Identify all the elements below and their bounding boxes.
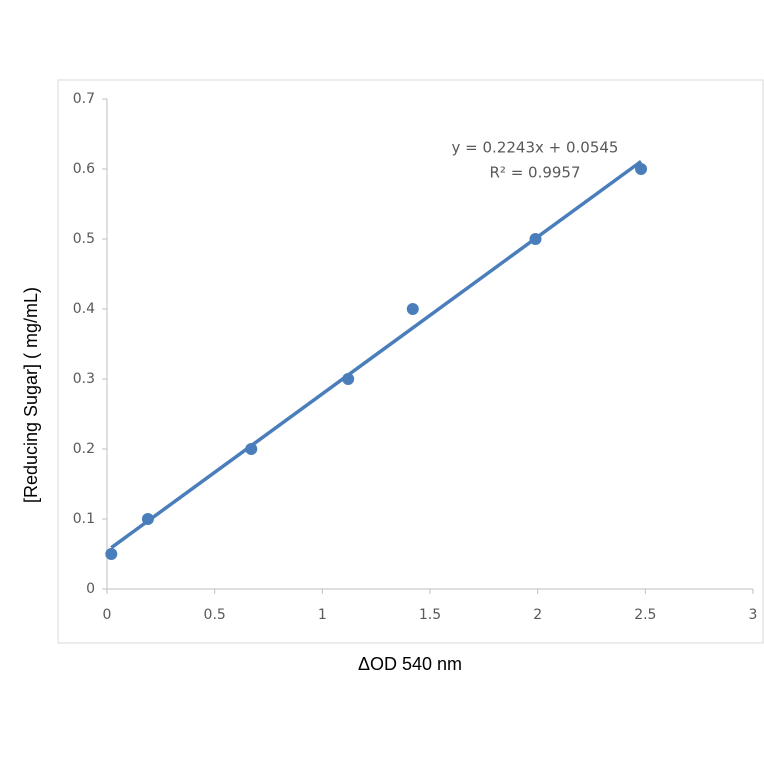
y-tick-label: 0.4 <box>73 301 95 317</box>
chart-area <box>57 79 764 644</box>
x-tick-label: 0 <box>103 607 112 623</box>
x-tick-label: 2.5 <box>634 607 656 623</box>
y-tick-label: 0.6 <box>73 161 95 177</box>
r-squared: R² = 0.9957 <box>489 164 580 182</box>
point <box>141 513 154 525</box>
y-tick-label: 0 <box>86 581 95 597</box>
point <box>529 233 542 245</box>
trendline <box>110 160 643 550</box>
point <box>635 163 648 175</box>
y-tick-label: 0.2 <box>73 441 95 457</box>
x-axis-title: ΔOD 540 nm <box>358 654 462 674</box>
x-tick-label: 3 <box>749 607 758 623</box>
x-tick-label: 1.5 <box>419 607 441 623</box>
point <box>406 303 419 315</box>
y-tick-label: 0.3 <box>73 371 95 387</box>
y-axis-title: [Reducing Sugar] ( mg/mL) <box>21 287 41 503</box>
x-tick-label: 0.5 <box>204 607 226 623</box>
x-tick-label: 2 <box>533 607 542 623</box>
trendline-equation: y = 0.2243x + 0.0545 <box>452 139 619 157</box>
point <box>342 373 355 385</box>
y-tick-label: 0.7 <box>73 91 95 107</box>
point <box>105 548 118 560</box>
x-tick-label: 1 <box>318 607 327 623</box>
point <box>245 443 258 455</box>
y-tick-label: 0.5 <box>73 231 95 247</box>
y-tick-label: 0.1 <box>73 511 95 527</box>
